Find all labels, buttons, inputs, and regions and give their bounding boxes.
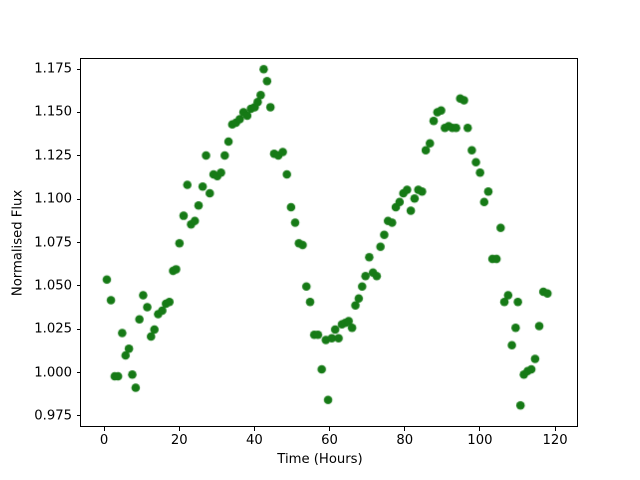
x-tick-label: 60 [321,433,338,448]
plot-axes-area [80,58,578,427]
x-tick-label: 80 [396,433,414,448]
y-tick-mark [76,328,80,330]
y-tick-label: 1.075 [34,235,72,250]
x-tick-mark [329,427,331,431]
x-tick-mark [253,427,255,431]
y-tick-label: 1.125 [34,148,72,164]
y-tick-label: 1.175 [34,61,72,77]
y-tick-label: 1.100 [34,191,72,207]
x-tick-label: 0 [99,433,109,448]
x-tick-label: 120 [542,433,568,448]
x-tick-mark [103,427,105,431]
x-tick-label: 40 [246,433,263,448]
y-tick-label: 1.150 [34,104,72,120]
y-tick-mark [76,155,80,157]
x-tick-mark [554,427,556,431]
x-tick-mark [479,427,481,431]
scatter-plot-canvas [81,59,577,426]
y-tick-label: 1.025 [34,321,72,337]
y-tick-mark [76,111,80,113]
y-tick-mark [76,198,80,200]
x-tick-mark [178,427,180,431]
x-tick-label: 20 [170,433,188,448]
y-tick-label: 1.050 [34,278,72,294]
y-tick-mark [76,241,80,244]
x-axis-label: Time (Hours) [277,452,363,467]
y-tick-label: 1.000 [34,365,72,381]
y-tick-mark [76,415,80,417]
y-tick-label: 0.975 [34,408,72,424]
x-tick-label: 100 [467,433,493,448]
y-tick-mark [76,285,80,287]
y-tick-mark [76,372,80,374]
x-tick-mark [404,427,406,431]
y-tick-mark [76,68,80,70]
